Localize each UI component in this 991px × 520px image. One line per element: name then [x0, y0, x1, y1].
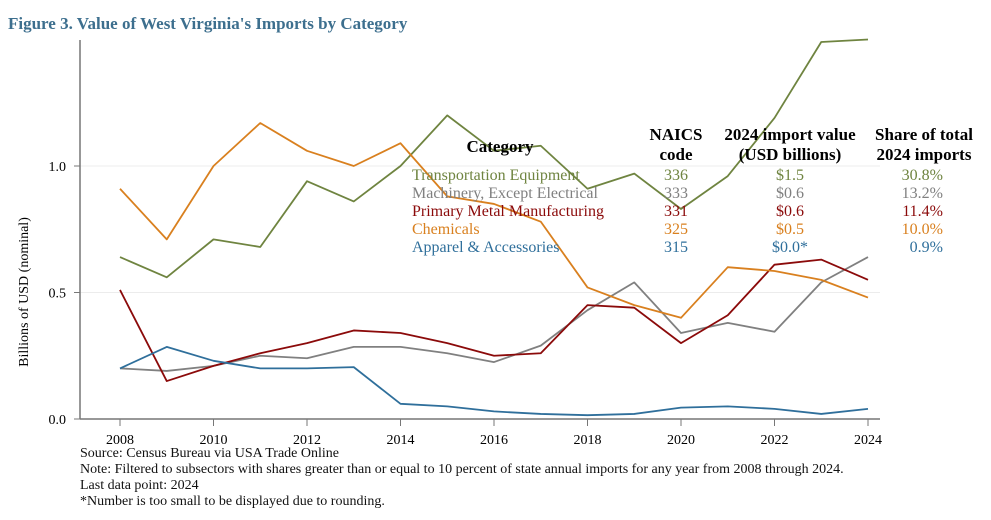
legend-value: $0.6: [776, 185, 804, 202]
legend-naics: 315: [664, 239, 688, 256]
legend-category: Apparel & Accessories: [412, 239, 560, 256]
legend-header-share: Share of total: [875, 125, 973, 144]
legend-share: 10.0%: [902, 221, 943, 238]
series-line-chemicals: [119, 122, 869, 319]
filter-note: Note: Filtered to subsectors with shares…: [80, 462, 844, 477]
legend-naics: 325: [664, 221, 688, 238]
x-tick-label: 2018: [574, 433, 602, 446]
legend-category: Machinery, Except Electrical: [412, 185, 599, 202]
line-chart: Figure 3. Value of West Virginia's Impor…: [8, 14, 973, 448]
legend-naics: 336: [664, 167, 688, 184]
legend-naics: 331: [664, 203, 688, 220]
series-line-apparel-accessories: [119, 345, 869, 417]
legend-category: Chemicals: [412, 221, 480, 238]
x-tick-label: 2010: [200, 433, 228, 446]
legend-header-naics: NAICS: [650, 125, 703, 144]
y-tick-label: 0.0: [49, 413, 67, 428]
series-line-transportation-equipment: [119, 38, 869, 279]
legend-naics: 333: [664, 185, 688, 202]
x-tick-label: 2016: [480, 433, 508, 446]
legend-value: $0.6: [776, 203, 804, 220]
y-tick-label: 1.0: [49, 160, 67, 175]
legend-header-category: Category: [466, 137, 534, 156]
legend-share: 11.4%: [902, 203, 943, 220]
rounding-note: *Number is too small to be displayed due…: [80, 494, 385, 509]
x-tick-label: 2020: [667, 433, 695, 446]
legend-value: $1.5: [776, 167, 804, 184]
legend-share: 0.9%: [910, 239, 943, 256]
series-line-machinery-except-electrical: [119, 256, 869, 372]
chart-notes: Source: Census Bureau via USA Trade Onli…: [80, 446, 844, 510]
x-tick-label: 2022: [761, 433, 789, 446]
x-tick-label: 2014: [387, 433, 415, 446]
legend-category: Transportation Equipment: [412, 167, 580, 184]
legend-share: 30.8%: [902, 167, 943, 184]
legend-header-value: (USD billions): [739, 145, 842, 164]
last-data-note: Last data point: 2024: [80, 478, 199, 493]
y-tick-label: 0.5: [49, 287, 67, 302]
x-tick-label: 2012: [293, 433, 321, 446]
legend-value: $0.5: [776, 221, 804, 238]
legend-category: Primary Metal Manufacturing: [412, 203, 604, 220]
source-note: Source: Census Bureau via USA Trade Onli…: [80, 446, 339, 461]
legend-value: $0.0*: [772, 239, 808, 256]
legend-header-value: 2024 import value: [724, 125, 856, 144]
chart-title: Figure 3. Value of West Virginia's Impor…: [8, 14, 408, 33]
x-tick-label: 2024: [854, 433, 882, 446]
legend-header-naics: code: [659, 145, 693, 164]
x-tick-label: 2008: [106, 433, 134, 446]
legend-share: 13.2%: [902, 185, 943, 202]
legend-header-share: 2024 imports: [877, 145, 972, 164]
y-axis-label: Billions of USD (nominal): [17, 217, 32, 367]
series-line-primary-metal-manufacturing: [119, 258, 869, 382]
